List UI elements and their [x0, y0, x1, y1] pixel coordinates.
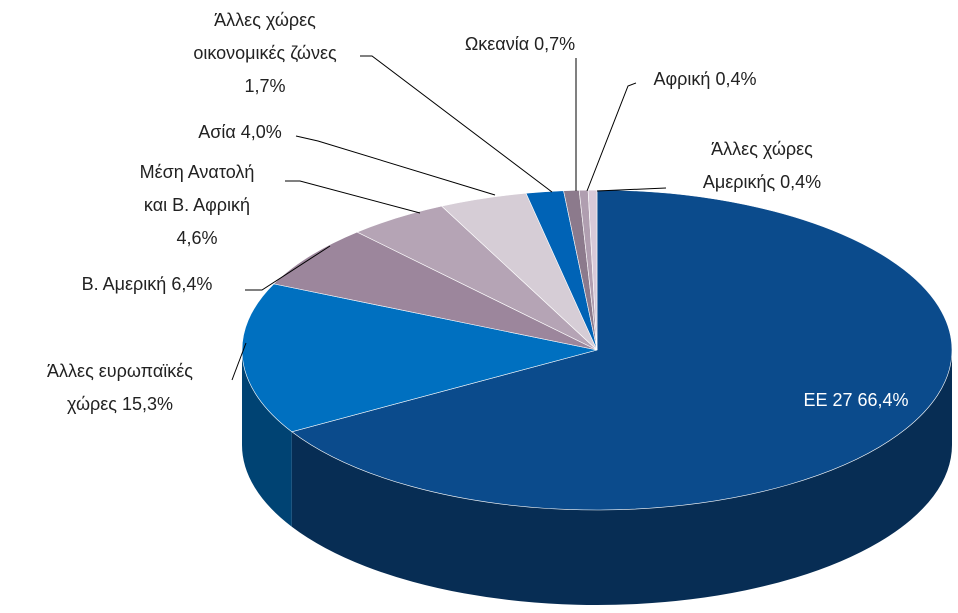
value-label: 4,6%: [176, 228, 218, 248]
slice-side: [291, 350, 953, 605]
leader-line: [596, 187, 667, 192]
slice-label: Άλλες χώρες Αμερικής 0,4%: [692, 133, 832, 199]
value-label: 66,4%: [857, 390, 909, 410]
category-label: ΕΕ 27: [803, 390, 853, 410]
value-label: 0,4%: [780, 172, 822, 192]
category-label: Μέση Ανατολή και Β. Αφρική: [139, 162, 255, 215]
value-label: 1,7%: [244, 76, 286, 96]
slice-label: Β. Αμερική 6,4%: [37, 268, 257, 301]
leader-line: [231, 342, 247, 381]
leader-line: [295, 135, 496, 196]
category-label: Άλλες χώρες Αμερικής: [702, 139, 813, 192]
slice: [587, 189, 598, 351]
value-label: 0,7%: [534, 34, 576, 54]
slice-label: Άλλες χώρες οικονομικές ζώνες 1,7%: [183, 4, 348, 103]
slice-label: ΕΕ 27 66,4%: [756, 384, 956, 417]
slice: [241, 283, 598, 433]
leader-line: [245, 245, 331, 291]
category-label: Άλλες ευρωπαϊκές χώρες: [47, 361, 193, 414]
slice-label: Ασία 4,0%: [170, 116, 310, 149]
value-label: 15,3%: [121, 394, 174, 414]
leader-line: [360, 55, 553, 193]
slice-label: Ωκεανία 0,7%: [420, 28, 620, 61]
category-label: Αφρική: [653, 69, 711, 89]
value-label: 6,4%: [171, 274, 213, 294]
category-label: Β. Αμερική: [81, 274, 167, 294]
leader-line: [285, 180, 421, 214]
category-label: Ασία: [198, 122, 236, 142]
leader-line: [586, 82, 637, 192]
value-label: 0,4%: [715, 69, 757, 89]
slice-label: Άλλες ευρωπαϊκές χώρες 15,3%: [30, 355, 210, 421]
slice-side: [242, 350, 292, 527]
slice-label: Μέση Ανατολή και Β. Αφρική 4,6%: [127, 156, 267, 255]
slice-label: Αφρική 0,4%: [605, 63, 805, 96]
category-label: Ωκεανία: [464, 34, 530, 54]
slice: [291, 189, 953, 511]
category-label: Άλλες χώρες οικονομικές ζώνες: [193, 10, 337, 63]
value-label: 4,0%: [240, 122, 282, 142]
slice: [273, 231, 598, 351]
